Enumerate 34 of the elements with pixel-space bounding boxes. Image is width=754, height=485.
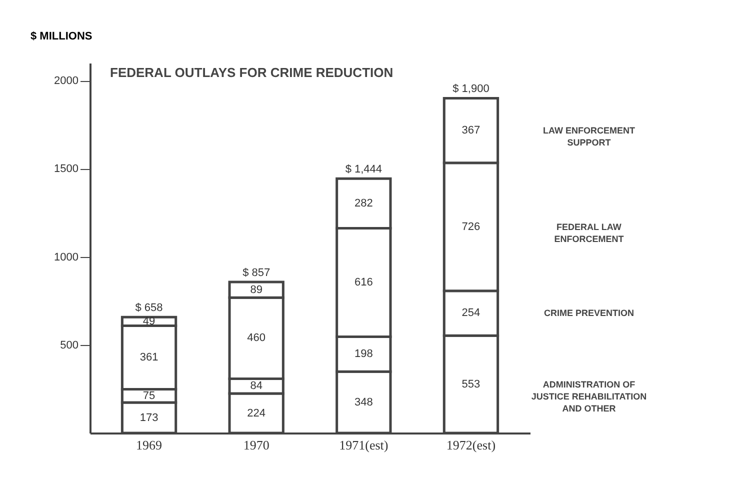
text: LAW ENFORCEMENT SUPPORT [542,126,636,148]
text: CRIME PREVENTION [544,308,634,318]
data-label: 49 [142,315,156,328]
x-tick-label: 1971(est) [339,438,388,452]
x-tick-label: 1970 [243,438,270,452]
data-label: 75 [142,390,156,402]
data-label: 367 [462,124,480,137]
y-axis-title: $ MILLIONS [30,30,92,42]
chart-title: FEDERAL OUTLAYS FOR CRIME REDUCTION [110,65,394,80]
data-label: 348 [354,396,373,408]
data-label: 616 [354,276,373,289]
text: FEDERAL LAW ENFORCEMENT [554,222,624,244]
x-tick-label: 1972(est) [446,438,496,452]
data-label: 460 [247,332,266,344]
total-label: $ 658 [135,302,163,314]
total-label: $ 1,900 [452,83,490,96]
y-tick-label: 1500 [54,163,78,176]
y-tick-label: 500 [60,339,78,352]
data-label: 254 [462,307,480,320]
x-tick-label: 1969 [136,438,162,452]
data-label: 224 [247,407,266,420]
data-label: 726 [462,220,480,233]
data-label: 84 [250,380,262,392]
data-label: 198 [354,348,373,360]
data-label: 282 [354,197,373,210]
y-tick-label: 1000 [54,251,78,264]
data-label: 173 [140,412,158,424]
data-label: 89 [250,284,262,296]
y-tick-label: 2000 [54,75,78,88]
data-label: 361 [140,352,158,364]
total-label: $ 857 [242,267,270,280]
total-label: $ 1,444 [345,164,382,176]
data-label: 553 [462,378,480,390]
text: ADMINISTRATION OF JUSTICE REHABILITATION AND OTHER [531,379,647,414]
